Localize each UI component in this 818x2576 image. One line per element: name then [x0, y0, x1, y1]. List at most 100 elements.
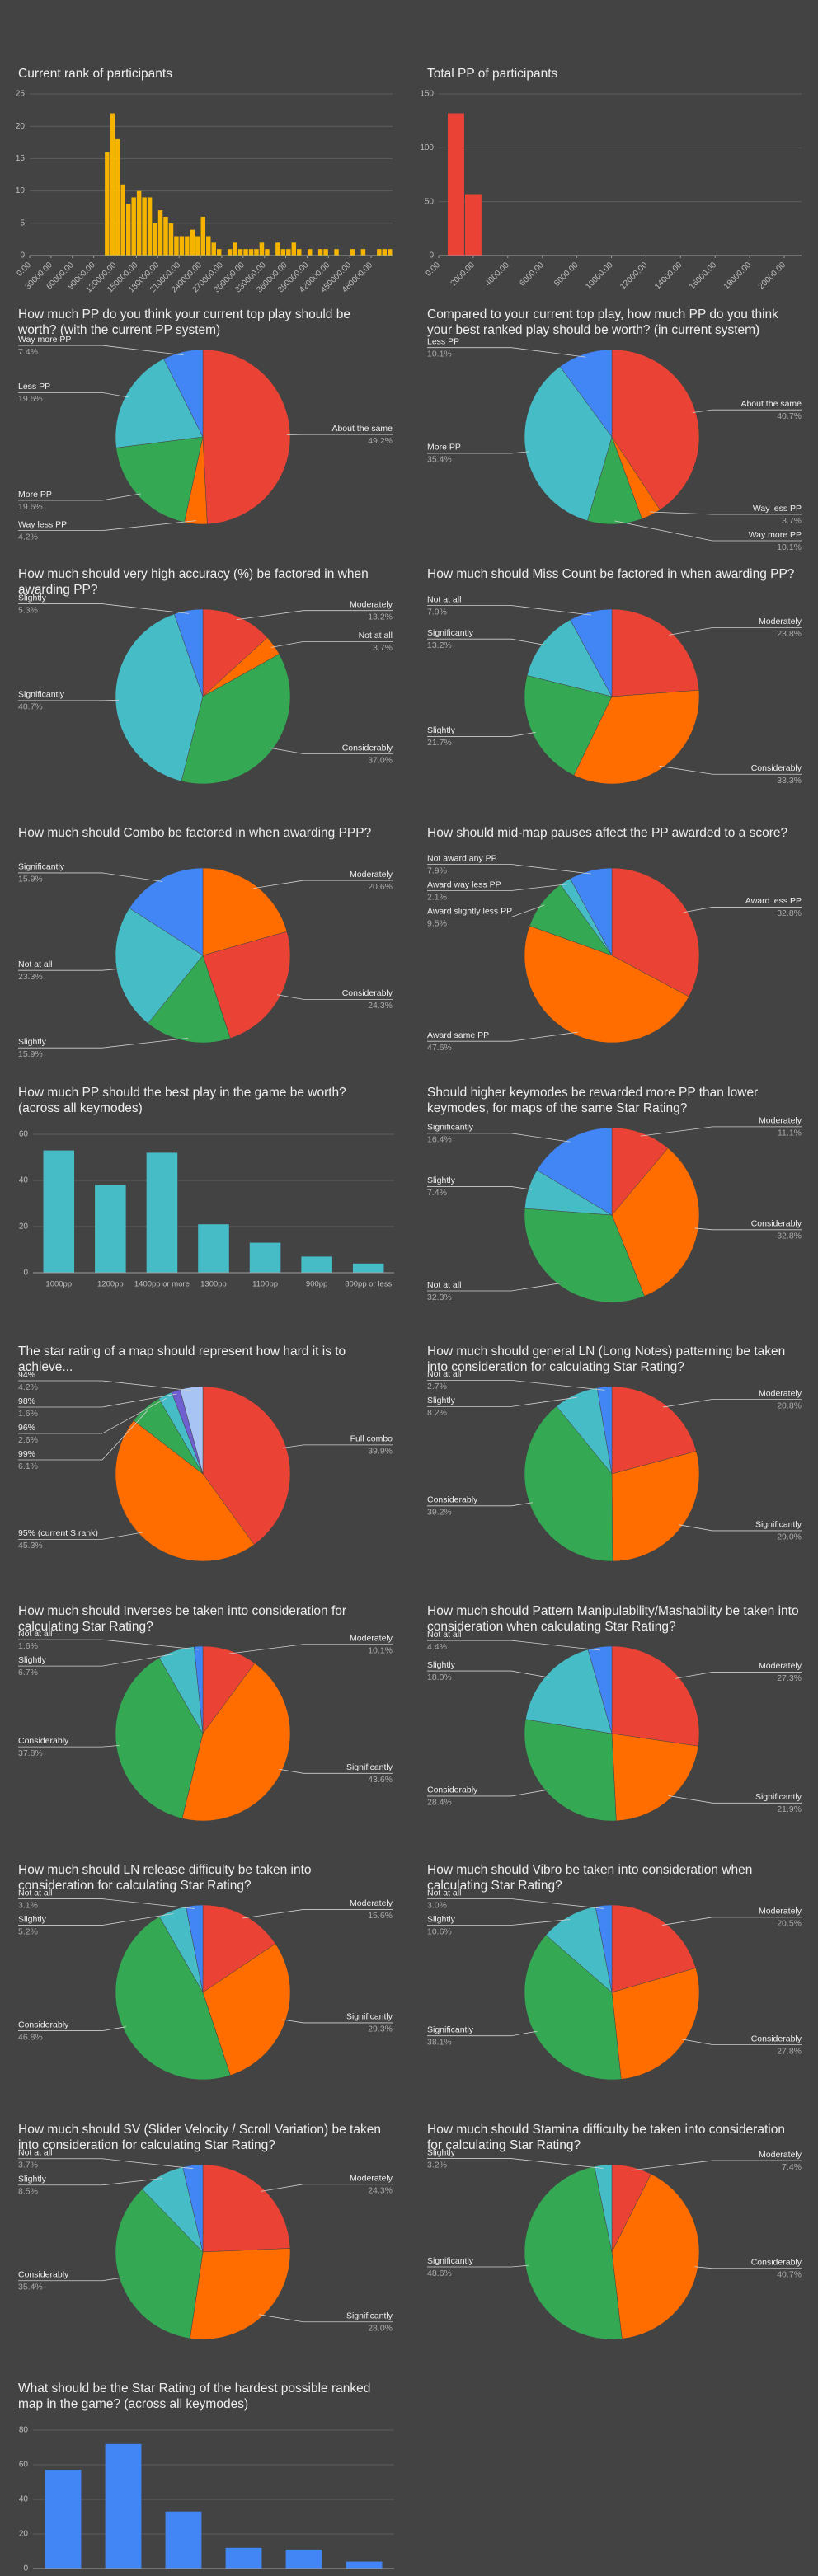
slice-label: Slightly [18, 1914, 47, 1924]
leader-line [681, 2039, 802, 2045]
leader-line [669, 626, 802, 636]
leader-line [18, 699, 120, 701]
slice-value-label: 23.3% [18, 972, 43, 982]
slice-value-label: 3.7% [373, 643, 393, 653]
leader-line [270, 640, 393, 648]
bar [346, 2561, 383, 2569]
leader-line [228, 1643, 393, 1654]
y-tick-label: 60 [19, 1129, 29, 1138]
bar [206, 236, 211, 256]
pie-slice [611, 1451, 700, 1562]
slice-value-label: 10.1% [777, 542, 802, 552]
pie-slice [611, 1645, 700, 1747]
slice-value-label: 24.3% [368, 2185, 393, 2195]
slice-label: Slightly [18, 593, 47, 603]
bar [225, 2547, 262, 2569]
leader-line [259, 2313, 393, 2322]
chart: Moderately 20.6% Considerably 24.3% Signific… [18, 862, 393, 1059]
y-tick-label: 20 [19, 2530, 29, 2539]
slice-value-label: 45.3% [18, 1541, 43, 1551]
slice-label: Less PP [18, 382, 50, 392]
slice-label: Not at all [18, 2147, 52, 2157]
slice-value-label: 3.0% [427, 1900, 447, 1910]
slice-value-label: 7.4% [782, 2161, 802, 2171]
chart-panel: Moderately 27.3% Significantly 21.9% Not at … [409, 1593, 818, 1852]
slice-value-label: 21.9% [777, 1804, 802, 1814]
slice-label: About the same [331, 424, 393, 434]
slice-value-label: 2.6% [18, 1435, 38, 1445]
slice-label: Significantly [427, 627, 474, 637]
x-tick-label: 1300pp [200, 1279, 227, 1288]
pie-slice [202, 1386, 291, 1546]
bar [233, 242, 237, 256]
chart-panel: Moderately 7.4% Considerably 40.7% Slightly 3… [409, 2112, 818, 2371]
bar [120, 184, 125, 256]
bar [275, 242, 280, 256]
leader-line [18, 1397, 167, 1434]
bar [249, 1242, 281, 1273]
chart: Moderately 7.4% Considerably 40.7% Slightly 3… [427, 2147, 802, 2339]
slice-value-label: 7.4% [427, 1188, 447, 1198]
bar [115, 138, 120, 256]
slice-label: Significantly [346, 2311, 393, 2320]
leader-line [282, 1444, 393, 1448]
slice-label: Significantly [346, 1762, 393, 1772]
bar [110, 113, 115, 256]
slice-value-label: 7.9% [427, 866, 447, 875]
pie-slice [181, 653, 291, 784]
slice-value-label: 16.4% [427, 1134, 452, 1144]
chart-title: How much should general LN (Long Notes) … [427, 1344, 786, 1375]
bar [163, 216, 168, 256]
leader-line [631, 2160, 802, 2170]
chart: Moderately 15.6% Significantly 29.3% Not at … [18, 1888, 393, 2081]
pie-slice [524, 1208, 645, 1302]
slice-value-label: 27.8% [777, 2046, 802, 2056]
leader-line [18, 872, 163, 882]
chart: Moderately 20.5% Considerably 27.8% Not at a… [427, 1888, 802, 2081]
bar [136, 190, 142, 256]
x-tick-label: 0.00 [424, 260, 442, 279]
slice-value-label: 20.6% [368, 882, 393, 892]
leader-line [18, 2277, 123, 2281]
leader-line [18, 1393, 177, 1408]
bar [360, 249, 366, 256]
chart-panel: Moderately 20.8% Significantly 29.0% Not at … [409, 1334, 818, 1593]
leader-line [261, 2183, 393, 2192]
slice-value-label: 46.8% [18, 2032, 43, 2042]
slice-value-label: 19.6% [18, 394, 43, 404]
bar [323, 249, 328, 256]
y-tick-label: 0 [23, 1268, 28, 1277]
leader-line [18, 520, 196, 532]
leader-line [18, 1380, 192, 1391]
pie-slice [524, 925, 689, 1044]
slice-label: Moderately [759, 2149, 802, 2159]
bar [95, 1185, 126, 1273]
x-tick-label: 6000.00 [518, 260, 546, 289]
leader-line [427, 2264, 529, 2267]
bar [248, 249, 254, 256]
y-tick-label: 0 [20, 251, 25, 260]
leader-line [427, 864, 591, 875]
slice-label: Award same PP [427, 1030, 489, 1040]
leader-line [18, 1532, 143, 1540]
leader-line [18, 345, 184, 356]
leader-line [18, 1898, 195, 1909]
bar [200, 216, 206, 256]
bar [147, 197, 153, 256]
slice-label: Moderately [759, 1907, 802, 1917]
chart-panel: 02040608012+ Stars10 Stars11 Stars9 Star… [0, 2371, 409, 2576]
y-tick-label: 20 [19, 1222, 29, 1231]
y-tick-label: 40 [19, 1175, 29, 1185]
pie-slice [596, 1386, 613, 1475]
leader-line [237, 609, 393, 620]
chart-title: How should mid-map pauses affect the PP … [427, 826, 788, 840]
slice-label: Full combo [350, 1434, 393, 1444]
bar [259, 242, 265, 256]
chart-title: How much should Vibro be taken into cons… [427, 1863, 753, 1893]
pie-slice [129, 867, 204, 956]
slice-value-label: 4.2% [18, 532, 38, 542]
pie-slice [163, 349, 204, 438]
slice-label: Slightly [18, 2174, 47, 2184]
pie-slice [115, 358, 204, 448]
bar [105, 152, 110, 256]
